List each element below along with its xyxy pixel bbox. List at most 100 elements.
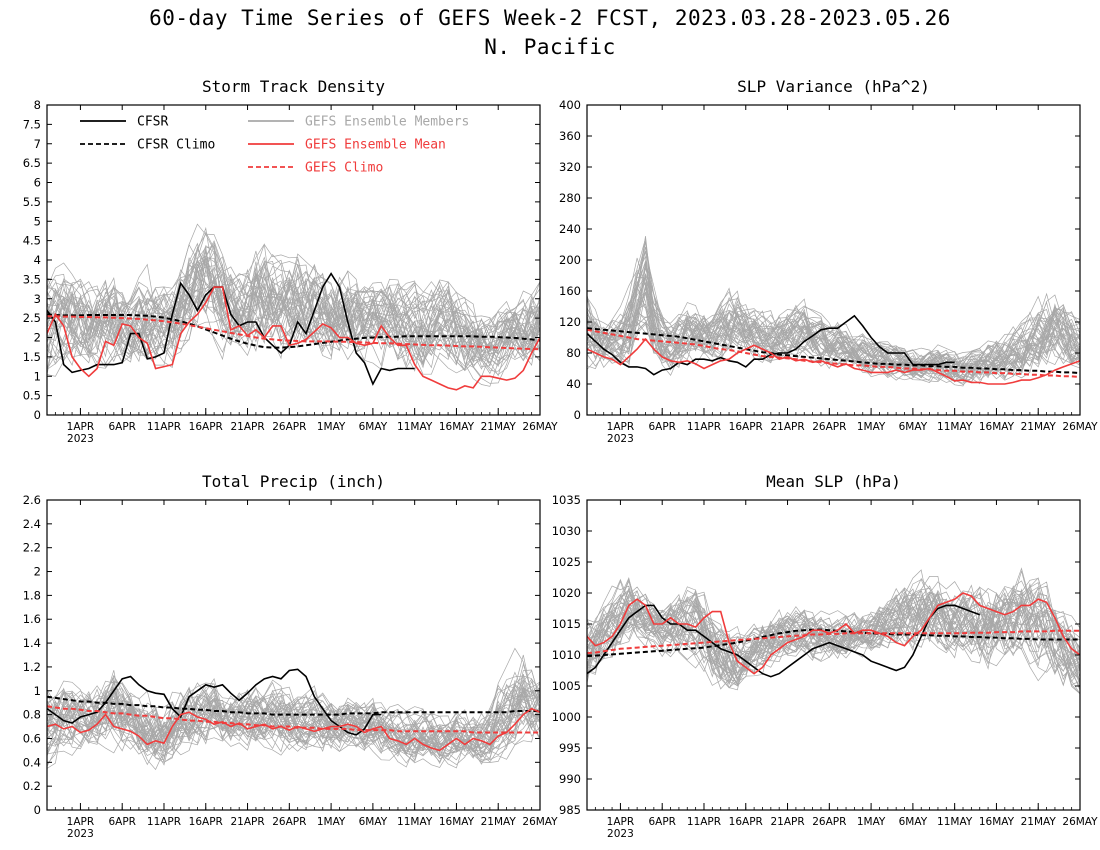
x-tick-label: 6MAY bbox=[359, 816, 388, 828]
ensemble-member-line bbox=[587, 291, 1080, 380]
ensemble-member-line bbox=[587, 587, 1080, 690]
panel-frame bbox=[586, 104, 1081, 416]
x-tick-label: 26MAY bbox=[522, 816, 558, 828]
panel-3: Total Precip (inch) 0 0.2 0.4 0.6 0.8 1 1.2 1.4 1… bbox=[23, 472, 558, 840]
x-tick-label: 16APR bbox=[729, 421, 763, 433]
x-tick-label: 1APR bbox=[607, 421, 635, 433]
ensemble-member-line bbox=[587, 582, 1080, 679]
y-tick-label: 1005 bbox=[552, 679, 581, 693]
ensemble-member-line bbox=[587, 578, 1080, 672]
y-tick-label: 120 bbox=[559, 315, 581, 329]
panel-2: SLP Variance (hPa^2) 0 40 80 120 160 200 240 280… bbox=[559, 77, 1098, 445]
y-tick-label: 990 bbox=[559, 772, 581, 786]
x-tick-label: 16MAY bbox=[439, 421, 475, 433]
y-tick-label: 200 bbox=[559, 253, 581, 267]
y-tick-label: 0 bbox=[574, 408, 581, 422]
legend-gefs-climo-label: GEFS Climo bbox=[305, 161, 383, 176]
y-tick-label: 0.4 bbox=[23, 755, 41, 769]
y-tick-label: 2 bbox=[34, 565, 41, 579]
x-tick-label: 21APR bbox=[770, 816, 804, 828]
ensemble-member-line bbox=[587, 285, 1080, 368]
y-tick-label: 1.4 bbox=[23, 636, 41, 650]
y-tick-label: 1010 bbox=[552, 648, 581, 662]
series-line-cfsr bbox=[587, 314, 955, 376]
ensemble-member-line bbox=[47, 689, 540, 761]
x-tick-label: 21MAY bbox=[1021, 421, 1057, 433]
y-tick-label: 360 bbox=[559, 129, 581, 143]
panel-title: Storm Track Density bbox=[202, 77, 385, 96]
figure-title: 60-day Time Series of GEFS Week-2 FCST, … bbox=[0, 4, 1100, 62]
x-year-label: 2023 bbox=[67, 828, 94, 840]
y-tick-label: 1.2 bbox=[23, 660, 41, 674]
x-tick-label: 1MAY bbox=[857, 816, 886, 828]
ensemble-member-line bbox=[47, 662, 540, 759]
ensemble-member-line bbox=[47, 242, 540, 368]
figure-title-line2: N. Pacific bbox=[484, 35, 616, 59]
x-tick-label: 6APR bbox=[648, 816, 676, 828]
y-tick-label: 80 bbox=[566, 346, 581, 360]
x-tick-label: 1APR bbox=[67, 421, 95, 433]
panel-4: Mean SLP (hPa) 985 990 995 1000 1005 1010 1015 1… bbox=[552, 472, 1098, 840]
x-tick-label: 26MAY bbox=[1062, 421, 1098, 433]
x-tick-label: 11APR bbox=[147, 816, 181, 828]
y-tick-label: 995 bbox=[559, 741, 581, 755]
series-line-gefs-climo bbox=[587, 629, 1080, 655]
ensemble-member-line bbox=[47, 686, 540, 747]
ensemble-member-line bbox=[47, 261, 540, 370]
x-tick-label: 11MAY bbox=[397, 421, 433, 433]
x-tick-label: 26APR bbox=[272, 816, 306, 828]
x-tick-label: 21MAY bbox=[1021, 816, 1057, 828]
series-line-gefs-climo bbox=[47, 315, 540, 351]
x-tick-label: 6APR bbox=[108, 421, 136, 433]
ensemble-member-line bbox=[47, 258, 540, 364]
series-line-gefs-ensemble-mean bbox=[587, 592, 1080, 675]
y-tick-label: 160 bbox=[559, 284, 581, 298]
ensemble-member-line bbox=[47, 256, 540, 357]
x-tick-label: 26APR bbox=[812, 421, 846, 433]
x-tick-label: 26APR bbox=[272, 421, 306, 433]
ensemble-member-line bbox=[47, 243, 540, 370]
x-tick-label: 16MAY bbox=[979, 421, 1015, 433]
ensemble-member-line bbox=[47, 278, 540, 377]
x-tick-label: 21MAY bbox=[481, 816, 517, 828]
y-tick-label: 3 bbox=[34, 292, 41, 306]
panel-title: SLP Variance (hPa^2) bbox=[737, 77, 930, 96]
ensemble-member-line bbox=[587, 287, 1080, 377]
ensemble-member-line bbox=[47, 680, 540, 758]
y-tick-label: 4 bbox=[34, 253, 41, 267]
ensemble-member-line bbox=[47, 681, 540, 751]
x-tick-label: 21APR bbox=[230, 421, 264, 433]
panel-frame bbox=[46, 499, 541, 811]
y-tick-label: 8 bbox=[34, 98, 41, 112]
x-tick-label: 11APR bbox=[687, 816, 721, 828]
ensemble-member-line bbox=[587, 579, 1080, 695]
x-tick-label: 6MAY bbox=[359, 421, 388, 433]
ensemble-member-line bbox=[47, 226, 540, 364]
y-tick-label: 2.2 bbox=[23, 541, 41, 555]
y-tick-label: 1 bbox=[34, 369, 41, 383]
ensemble-member-line bbox=[587, 593, 1080, 679]
y-tick-label: 0 bbox=[34, 803, 41, 817]
x-tick-label: 1MAY bbox=[317, 816, 346, 828]
x-tick-label: 26MAY bbox=[522, 421, 558, 433]
y-tick-label: 2.5 bbox=[23, 311, 41, 325]
ensemble-member-line bbox=[47, 244, 540, 365]
series-line-cfsr-climo bbox=[47, 695, 540, 716]
series-line-gefs-climo bbox=[47, 705, 540, 734]
series-line-gefs-ensemble-mean bbox=[47, 286, 540, 391]
legend-cfsr-label: CFSR bbox=[137, 115, 168, 130]
x-tick-label: 16MAY bbox=[979, 816, 1015, 828]
ensemble-members bbox=[47, 223, 540, 387]
x-tick-label: 1MAY bbox=[857, 421, 886, 433]
legend: CFSR CFSR Climo GEFS Ensemble Members GEFS … bbox=[80, 115, 469, 176]
ensemble-member-line bbox=[587, 261, 1080, 386]
figure-title-line1: 60-day Time Series of GEFS Week-2 FCST, … bbox=[149, 6, 951, 30]
x-tick-label: 11MAY bbox=[937, 816, 973, 828]
legend-mean-label: GEFS Ensemble Mean bbox=[305, 138, 446, 153]
x-tick-label: 1APR bbox=[607, 816, 635, 828]
plot-area bbox=[47, 647, 540, 771]
x-tick-label: 21MAY bbox=[481, 421, 517, 433]
y-tick-label: 1000 bbox=[552, 710, 581, 724]
y-tick-label: 2.6 bbox=[23, 493, 41, 507]
ensemble-member-line bbox=[47, 257, 540, 366]
